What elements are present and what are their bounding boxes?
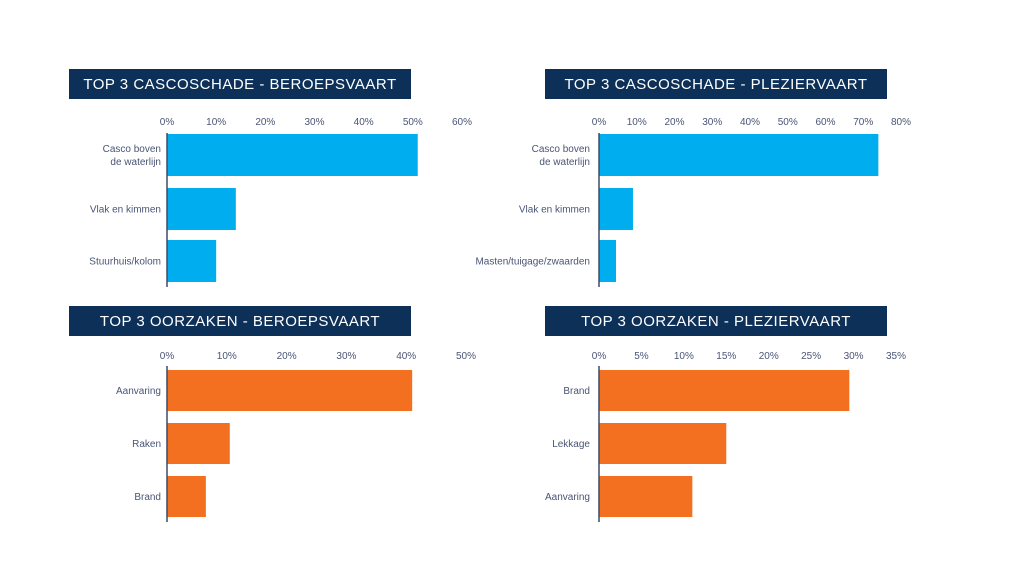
tick-label: 30%: [702, 117, 722, 128]
tick-label: 50%: [456, 351, 476, 362]
category-label: Casco boven: [103, 144, 161, 155]
category-label: Raken: [132, 439, 161, 450]
tick-label: 0%: [592, 117, 607, 128]
category-label: Casco boven: [532, 144, 590, 155]
chart-title-oorzaken-beroepsvaart: TOP 3 OORZAKEN - BEROEPSVAART: [69, 306, 411, 336]
tick-label: 60%: [815, 117, 835, 128]
tick-label: 50%: [778, 117, 798, 128]
tick-label: 35%: [886, 351, 906, 362]
category-label: de waterlijn: [539, 157, 590, 168]
category-label: Vlak en kimmen: [90, 205, 161, 216]
tick-label: 20%: [759, 351, 779, 362]
tick-label: 10%: [674, 351, 694, 362]
tick-label: 30%: [304, 117, 324, 128]
bar: [167, 370, 413, 411]
chart-title-cascoschade-pleziervaart: TOP 3 CASCOSCHADE - PLEZIERVAART: [545, 69, 887, 99]
category-label: Masten/tuigage/zwaarden: [475, 257, 590, 268]
tick-label: 0%: [160, 351, 175, 362]
tick-label: 15%: [716, 351, 736, 362]
tick-label: 50%: [403, 117, 423, 128]
bar: [167, 240, 217, 282]
category-label: Aanvaring: [545, 492, 590, 503]
tick-label: 10%: [627, 117, 647, 128]
tick-label: 20%: [664, 117, 684, 128]
category-label: Vlak en kimmen: [519, 205, 590, 216]
tick-label: 80%: [891, 117, 911, 128]
tick-label: 25%: [801, 351, 821, 362]
chart-title-cascoschade-beroepsvaart: TOP 3 CASCOSCHADE - BEROEPSVAART: [69, 69, 411, 99]
category-label: de waterlijn: [110, 157, 161, 168]
bar: [167, 476, 206, 517]
tick-label: 40%: [354, 117, 374, 128]
tick-label: 60%: [452, 117, 472, 128]
bar: [599, 476, 693, 517]
bar: [167, 423, 230, 464]
chart-title-oorzaken-pleziervaart: TOP 3 OORZAKEN - PLEZIERVAART: [545, 306, 887, 336]
category-label: Brand: [134, 492, 161, 503]
bar: [599, 240, 616, 282]
bar: [167, 134, 418, 176]
category-label: Stuurhuis/kolom: [89, 257, 161, 268]
bar: [599, 134, 879, 176]
bar: [599, 188, 633, 230]
tick-label: 70%: [853, 117, 873, 128]
category-label: Aanvaring: [116, 386, 161, 397]
category-label: Brand: [563, 386, 590, 397]
tick-label: 20%: [277, 351, 297, 362]
tick-label: 40%: [396, 351, 416, 362]
tick-label: 5%: [634, 351, 649, 362]
tick-label: 10%: [217, 351, 237, 362]
bar: [599, 423, 727, 464]
tick-label: 10%: [206, 117, 226, 128]
category-label: Lekkage: [552, 439, 590, 450]
tick-label: 20%: [255, 117, 275, 128]
tick-label: 40%: [740, 117, 760, 128]
tick-label: 0%: [160, 117, 175, 128]
tick-label: 30%: [336, 351, 356, 362]
tick-label: 30%: [844, 351, 864, 362]
tick-label: 0%: [592, 351, 607, 362]
bar: [167, 188, 236, 230]
bar: [599, 370, 850, 411]
